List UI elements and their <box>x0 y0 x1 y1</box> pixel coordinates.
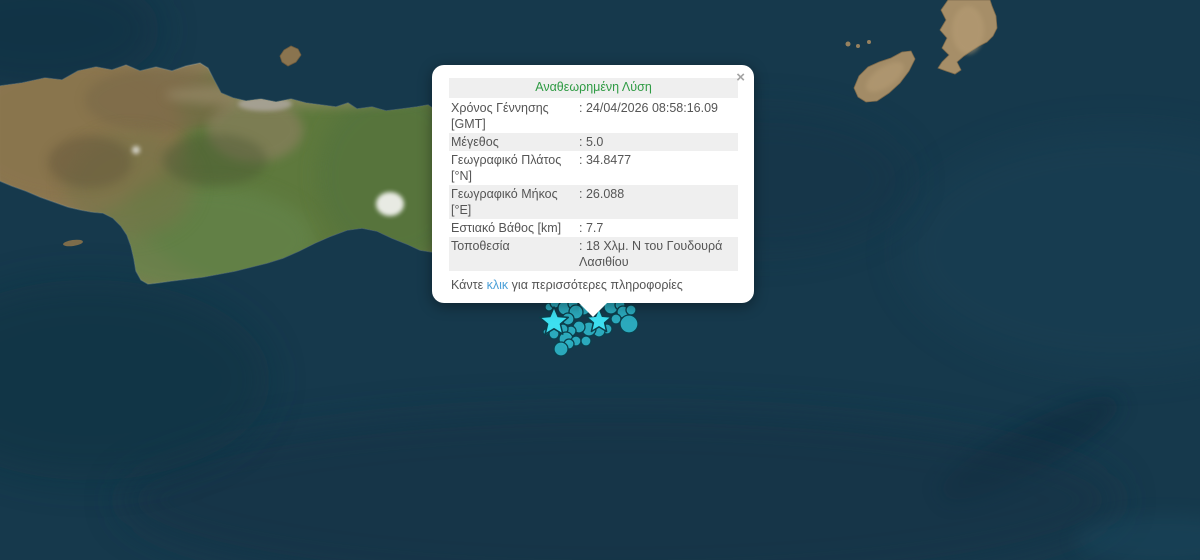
info-row-value: : 5.0 <box>579 135 604 149</box>
info-row: Γεωγραφικό Μήκος [°E] : 26.088 <box>449 185 738 219</box>
footer-text-suffix: για περισσότερες πληροφορίες <box>508 278 683 292</box>
snow-patch <box>376 192 404 216</box>
more-info-link[interactable]: κλικ <box>486 278 509 292</box>
popup-footer: Κάντε κλικ για περισσότερες πληροφορίες <box>449 277 738 293</box>
info-row-label: Γεωγραφικό Πλάτος [°N] <box>451 153 562 183</box>
info-row-value: : 7.7 <box>579 221 604 235</box>
kasos-island <box>845 40 916 103</box>
info-row-label: Εστιακό Βάθος [km] <box>451 221 562 235</box>
popup-close-button[interactable]: × <box>736 69 745 86</box>
dia-islet <box>279 45 302 67</box>
earthquake-marker-circle[interactable] <box>619 314 639 334</box>
info-row-value: : 34.8477 <box>579 153 632 167</box>
info-row: Χρόνος Γέννησης [GMT] : 24/04/2026 08:58:… <box>449 99 738 133</box>
southwest-islet <box>63 239 83 247</box>
info-row-value: : 26.088 <box>579 187 625 201</box>
earthquake-info-popup: × Αναθεωρημένη Λύση Χρόνος Γέννησης [GMT… <box>432 65 754 317</box>
info-row: Μέγεθος : 5.0 <box>449 133 738 151</box>
info-row-value: : 18 Χλμ. Ν του Γουδουρά Λασιθίου <box>579 239 723 269</box>
info-row: Γεωγραφικό Πλάτος [°N] : 34.8477 <box>449 151 738 185</box>
earthquake-marker-circle[interactable] <box>553 341 569 357</box>
info-row-label: Γεωγραφικό Μήκος [°E] <box>451 187 558 217</box>
karpathos-island <box>937 0 998 75</box>
crete-island <box>0 62 468 285</box>
earthquake-marker-circle[interactable] <box>580 335 592 347</box>
popup-title: Αναθεωρημένη Λύση <box>449 78 738 98</box>
footer-text-prefix: Κάντε <box>451 278 487 292</box>
info-row-label: Χρόνος Γέννησης [GMT] <box>451 101 549 131</box>
popup-tail <box>578 302 608 317</box>
info-row-label: Μέγεθος <box>451 135 499 149</box>
info-row: Τοποθεσία : 18 Χλμ. Ν του Γουδουρά Λασιθί… <box>449 237 738 271</box>
info-row: Εστιακό Βάθος [km] : 7.7 <box>449 219 738 237</box>
info-row-value: : 24/04/2026 08:58:16.09 <box>579 101 719 115</box>
earthquake-marker-circle[interactable] <box>625 304 637 316</box>
cloud-dot <box>132 146 140 154</box>
epicenter-star-marker[interactable] <box>538 306 570 335</box>
info-row-label: Τοποθεσία <box>451 239 510 253</box>
popup-table: Χρόνος Γέννησης [GMT] : 24/04/2026 08:58:… <box>449 99 738 271</box>
